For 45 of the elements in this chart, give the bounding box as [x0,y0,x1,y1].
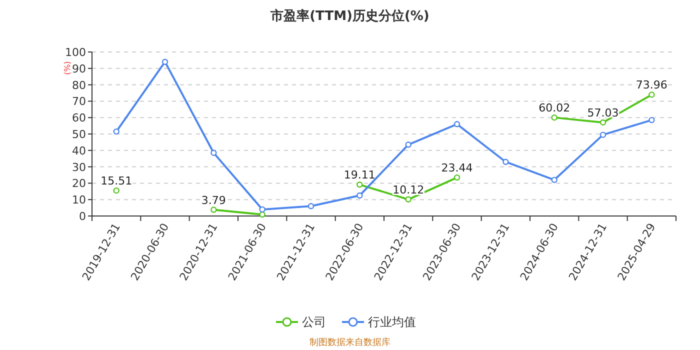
data-label: 60.02 [538,102,570,115]
point [600,119,606,126]
point [210,206,217,213]
point [502,158,509,165]
y-tick-label: 30 [72,160,86,174]
point [356,182,363,188]
y-tick-label: 10 [72,194,86,207]
y-axis-title: (%) [63,61,72,75]
y-tick-label: 70 [72,95,86,108]
data-label: 23.44 [441,162,473,175]
point [551,114,558,121]
point [356,192,363,199]
data-label: 73.96 [636,78,668,92]
data-label: 3.79 [201,194,226,207]
point [648,92,655,98]
text: 制图数据来自数据库 [310,337,390,348]
y-tick-label: 80 [72,78,86,92]
point [308,203,314,210]
point [648,116,655,124]
point [259,211,266,218]
point [454,121,460,128]
legend-label: 行业均值 [368,315,416,329]
y-tick-label: 20 [72,177,86,190]
point [551,176,558,184]
point [454,174,460,181]
point [210,150,217,156]
data-label: 19.11 [344,168,376,182]
point [162,58,168,65]
legend-label: 公司 [302,315,326,329]
data-label: 15.51 [100,174,132,188]
y-tick-label: 100 [65,46,86,59]
data-label: 10.12 [392,183,424,196]
point [405,196,412,203]
y-tick-label: 60 [72,112,86,125]
chart-title: 市盈率(TTM)历史分位(%) [270,8,430,24]
y-tick-label: 50 [72,128,86,141]
point [259,206,266,213]
point [113,128,120,135]
y-tick-label: 40 [72,144,86,158]
point [113,187,120,194]
data-label: 57.03 [587,106,619,120]
point [405,142,412,148]
y-tick-label: 90 [72,62,86,76]
point [600,132,606,138]
y-tick-label: 0 [79,210,86,223]
